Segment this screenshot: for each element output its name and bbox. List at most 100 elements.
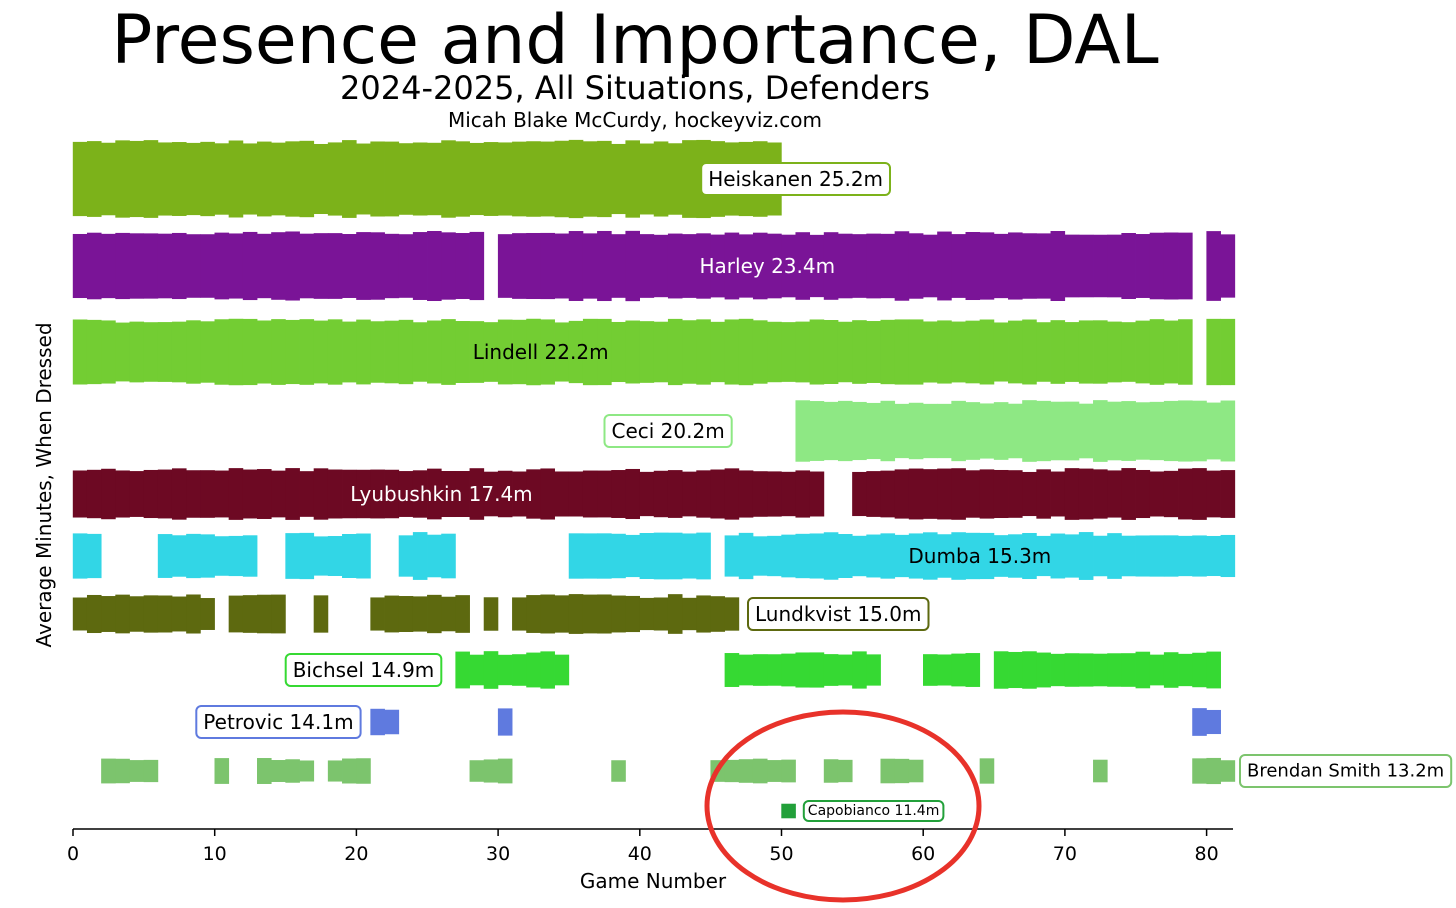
game-segment: [965, 470, 981, 518]
game-segment: [412, 142, 428, 216]
game-segment: [767, 321, 782, 383]
game-segment: [398, 471, 414, 517]
game-segment: [795, 400, 811, 462]
game-segment: [738, 234, 754, 298]
game-segment: [965, 402, 981, 460]
game-segment: [497, 142, 513, 216]
player-label-text: Lundkvist 15.0m: [755, 602, 921, 626]
game-segment: [512, 471, 527, 517]
game-segment: [86, 594, 102, 634]
game-segment: [214, 536, 230, 576]
game-segment: [923, 234, 938, 298]
game-segment: [923, 532, 938, 580]
game-segment: [738, 759, 754, 783]
game-segment: [1107, 401, 1122, 461]
game-segment: [1022, 233, 1037, 299]
game-segment: [795, 470, 811, 518]
game-segment: [582, 470, 598, 518]
game-segment: [313, 143, 329, 215]
game-segment: [809, 652, 825, 688]
game-segment: [327, 142, 343, 216]
game-segment: [398, 596, 414, 632]
game-segment: [852, 401, 867, 461]
band-brendan-smith: [101, 757, 1236, 785]
game-segment: [1192, 758, 1207, 784]
game-segment: [1206, 709, 1221, 735]
game-segment: [667, 233, 683, 299]
game-segment: [1220, 318, 1236, 386]
game-segment: [568, 594, 584, 634]
game-segment: [1121, 401, 1136, 461]
annotation-layer: [704, 709, 982, 903]
game-segment: [497, 234, 513, 298]
game-segment: [86, 141, 102, 217]
game-segment: [1050, 320, 1066, 384]
game-segment: [327, 233, 343, 299]
game-segment: [1022, 400, 1037, 462]
game-segment: [611, 321, 626, 383]
game-segment: [667, 143, 683, 215]
game-segment: [483, 142, 499, 216]
game-segment: [214, 470, 230, 518]
game-segment: [72, 233, 88, 299]
game-segment: [823, 320, 839, 384]
game-segment: [285, 759, 300, 783]
game-segment: [1008, 232, 1023, 300]
game-segment: [937, 654, 952, 686]
game-segment: [526, 652, 541, 688]
game-segment: [455, 595, 470, 633]
band-lindell: [72, 318, 1236, 386]
game-segment: [1178, 319, 1193, 385]
game-segment: [214, 758, 230, 784]
game-segment: [242, 318, 258, 386]
game-segment: [880, 758, 896, 784]
game-segment: [455, 321, 470, 383]
label-box: [1239, 754, 1453, 788]
game-segment: [427, 230, 442, 302]
game-segment: [1008, 651, 1023, 689]
game-segment: [1220, 760, 1236, 782]
game-segment: [710, 469, 726, 519]
game-segment: [823, 654, 839, 686]
game-segment: [157, 469, 173, 519]
game-segment: [540, 468, 555, 520]
game-segment: [809, 533, 825, 579]
game-segment: [441, 140, 456, 218]
game-segment: [625, 230, 640, 302]
game-segment: [554, 654, 570, 686]
game-segment: [568, 320, 584, 384]
game-segment: [497, 654, 513, 686]
game-segment: [86, 469, 102, 519]
game-segment: [455, 471, 470, 517]
game-segment: [483, 471, 499, 517]
game-segment: [384, 595, 400, 633]
game-segment: [795, 533, 811, 579]
game-segment: [852, 651, 867, 689]
game-segment: [1135, 651, 1151, 689]
game-segment: [469, 468, 485, 520]
game-segment: [1220, 534, 1236, 578]
game-segment: [313, 536, 329, 576]
band-harley: [72, 230, 1236, 302]
game-segment: [313, 233, 329, 299]
game-segment: [356, 319, 371, 385]
game-segment: [597, 318, 612, 386]
game-segment: [512, 654, 527, 686]
game-segment: [186, 533, 201, 579]
game-segment: [327, 536, 343, 576]
game-segment: [72, 533, 88, 579]
game-segment: [271, 142, 286, 216]
x-tick-label: 80: [1195, 843, 1219, 865]
game-segment: [937, 534, 952, 578]
game-segment: [1163, 535, 1179, 577]
game-segment: [752, 471, 768, 517]
game-segment: [214, 143, 230, 215]
game-segment: [894, 534, 910, 578]
game-segment: [214, 319, 230, 385]
game-segment: [1149, 535, 1165, 577]
game-segment: [143, 233, 159, 299]
game-segment: [455, 651, 470, 689]
game-segment: [455, 141, 470, 217]
game-segment: [951, 321, 966, 383]
game-segment: [767, 535, 782, 577]
